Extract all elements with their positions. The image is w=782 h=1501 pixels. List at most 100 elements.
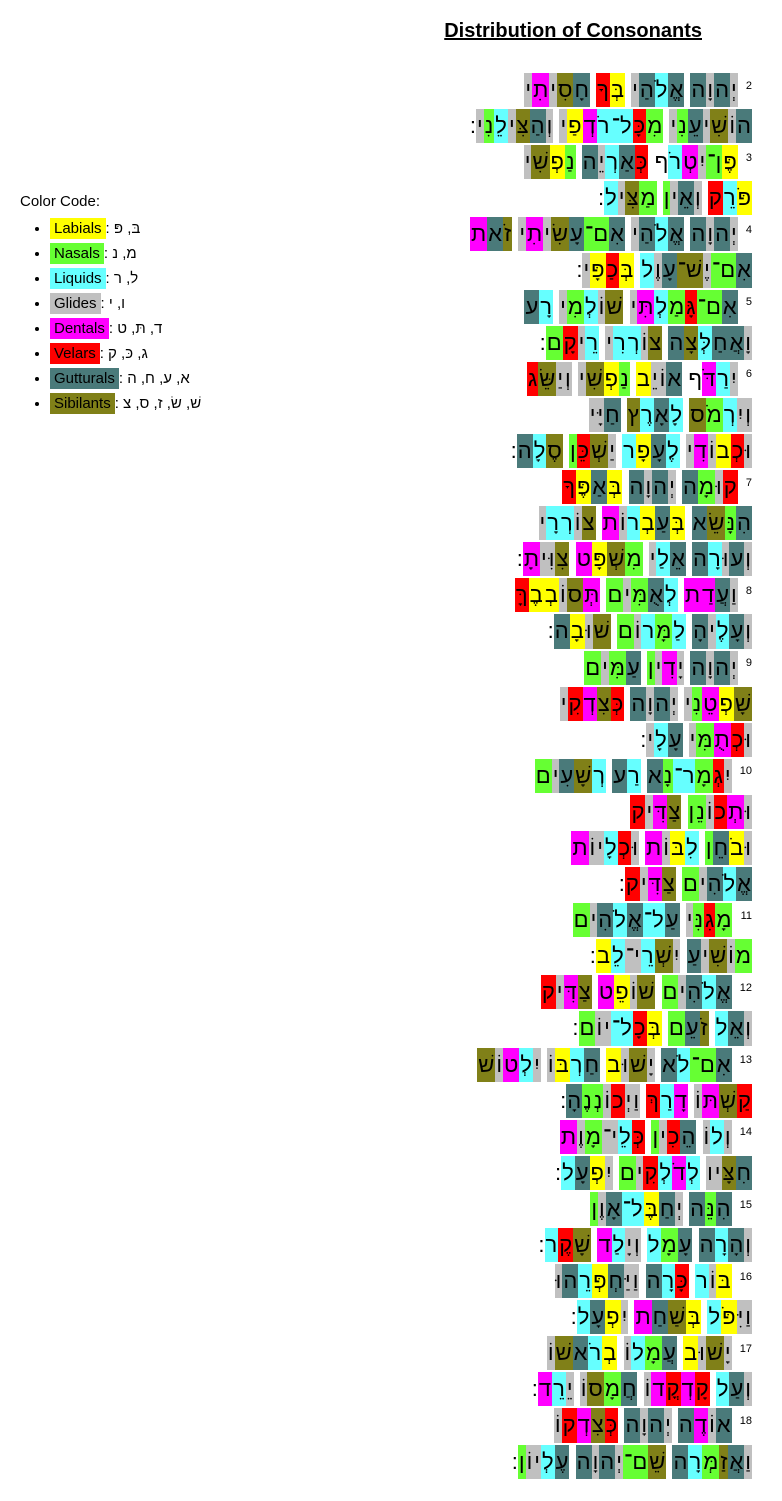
hebrew-char: ס: [567, 578, 583, 612]
hebrew-char: שְׁ: [590, 434, 608, 468]
hebrew-char: וֶ: [598, 1192, 606, 1226]
hebrew-char: שְׁ: [607, 542, 625, 576]
hebrew-char: וֹ: [547, 1048, 555, 1082]
hebrew-char: יָ: [724, 1336, 732, 1370]
legend-letters: : ד, תּ, ט: [109, 320, 162, 337]
hebrew-char: וֹ: [727, 939, 735, 973]
hebrew-char: דִ: [662, 651, 676, 685]
legend-panel: Color Code: Labials: בּ, פּNasals: מ, נL…: [20, 73, 300, 1481]
hebrew-char: דָ: [674, 1084, 688, 1118]
hebrew-char: י: [689, 723, 697, 757]
hebrew-char: י: [678, 975, 686, 1009]
hebrew-char: ה: [690, 73, 706, 107]
legend-swatch: Dentals: [50, 318, 109, 339]
legend-heading: Color Code:: [20, 193, 300, 210]
hebrew-char: י: [603, 1011, 611, 1045]
hebrew-char: כְ: [618, 831, 632, 865]
hebrew-char: פְ: [550, 145, 565, 179]
hebrew-char: צִ: [597, 687, 611, 721]
hebrew-char: הַ: [530, 109, 546, 143]
hebrew-char: לֹ: [655, 73, 669, 107]
hebrew-char: חַ: [652, 1300, 668, 1334]
hebrew-char: ל: [715, 1011, 729, 1045]
hebrew-char: וֹ: [694, 1084, 702, 1118]
verse-number: 12: [740, 982, 752, 994]
hebrew-char: י: [670, 181, 678, 215]
text-line: קַשְׁתּוֹ דָרַךְ וַיְכוֹנְנֶהָ:: [300, 1084, 752, 1118]
main-container: Color Code: Labials: בּ, פּNasals: מ, נL…: [20, 73, 762, 1481]
hebrew-char: רֵ: [641, 939, 655, 973]
hebrew-char: וַ: [744, 1300, 752, 1334]
hebrew-char: י: [596, 831, 604, 865]
hebrew-char: ט: [576, 542, 592, 576]
text-line: 18 אוֹדֶה יְהוָה כְּצִדְקוֹ: [300, 1408, 752, 1442]
hebrew-char: וָ: [706, 73, 714, 107]
hebrew-char: כָּ: [675, 1264, 689, 1298]
hebrew-char: הָ: [728, 1228, 744, 1262]
hebrew-char: וְ: [744, 398, 752, 432]
hebrew-char: וֹ: [619, 506, 627, 540]
hebrew-char: וְ: [744, 1011, 752, 1045]
hebrew-char: וּ: [744, 831, 752, 865]
hebrew-char: וֶ: [654, 253, 662, 287]
legend-letters: : ל, ר: [106, 270, 139, 287]
hebrew-char: וְ: [633, 1228, 641, 1262]
hebrew-char: וְ: [724, 1120, 732, 1154]
hebrew-char: לְ: [664, 578, 678, 612]
hebrew-char: ן: [688, 795, 696, 829]
text-line: וְעוּרָה אֵלַי מִשְׁפָּט צִוִּיתָ:: [300, 542, 752, 576]
hebrew-char: צ: [582, 506, 596, 540]
hebrew-char: עַ: [665, 903, 680, 937]
hebrew-char: ךְ: [646, 1084, 660, 1118]
hebrew-char: י: [659, 1120, 667, 1154]
hebrew-char: עָ: [668, 723, 683, 757]
legend-swatch: Sibilants: [50, 393, 115, 414]
hebrew-char: ן: [651, 1120, 659, 1154]
hebrew-char: א: [692, 506, 708, 540]
hebrew-char: שֵׁ: [648, 1445, 666, 1479]
hebrew-char: אֱ: [736, 867, 752, 901]
hebrew-char: דְ: [583, 109, 597, 143]
hebrew-char: ן: [705, 831, 713, 865]
hebrew-char: אֲ: [728, 326, 744, 360]
hebrew-char: יַּ: [624, 1264, 632, 1298]
legend-swatch: Gutturals: [50, 368, 119, 389]
hebrew-char: י: [623, 578, 631, 612]
hebrew-char: וּ: [631, 831, 639, 865]
hebrew-char: י: [701, 939, 709, 973]
hebrew-char: וּ: [744, 723, 752, 757]
legend-letters: : בּ, פּ: [106, 220, 141, 237]
text-line: חִצָּיו לְדֹלְקִים יִפְעָל:: [300, 1156, 752, 1190]
hebrew-char: יַ: [556, 362, 564, 396]
hebrew-char: ה: [629, 470, 645, 504]
hebrew-char: ל: [631, 1336, 645, 1370]
hebrew-char: י: [518, 217, 526, 251]
hebrew-char: שִׁ: [586, 362, 604, 396]
hebrew-char: רַ: [716, 362, 730, 396]
hebrew-char: וֹ: [603, 1084, 611, 1118]
hebrew-char: י: [539, 506, 547, 540]
hebrew-char: שׁ: [477, 1048, 495, 1082]
hebrew-char: ה: [630, 687, 646, 721]
hebrew-char: לַ: [656, 542, 670, 576]
hebrew-char: י: [578, 326, 586, 360]
legend-letters: : שׁ, שׂ, ז, ס, צ: [115, 395, 201, 412]
hebrew-char: צִּ: [625, 181, 639, 215]
hebrew-char: קִ: [643, 1156, 658, 1190]
hebrew-char: ה: [690, 217, 706, 251]
hebrew-char: לְ: [654, 290, 668, 324]
hebrew-char: שׁ: [629, 1048, 647, 1082]
hebrew-char: אַ: [591, 470, 607, 504]
hebrew-char: י: [699, 867, 707, 901]
hebrew-char: בֶּ: [644, 1192, 659, 1226]
hebrew-char: וָ: [744, 326, 752, 360]
hebrew-char: דֶ: [694, 1408, 708, 1442]
hebrew-char: י: [636, 1156, 644, 1190]
text-line: וְאֵל זֹעֵם בְּכָל־יוֹם:: [300, 1011, 752, 1045]
hebrew-char: פָ: [636, 434, 651, 468]
hebrew-char: רָ: [708, 542, 722, 576]
hebrew-char: ר: [695, 1264, 709, 1298]
hebrew-char: יַ: [608, 434, 616, 468]
hebrew-char: ק: [541, 975, 556, 1009]
hebrew-char: פְ: [604, 362, 619, 396]
